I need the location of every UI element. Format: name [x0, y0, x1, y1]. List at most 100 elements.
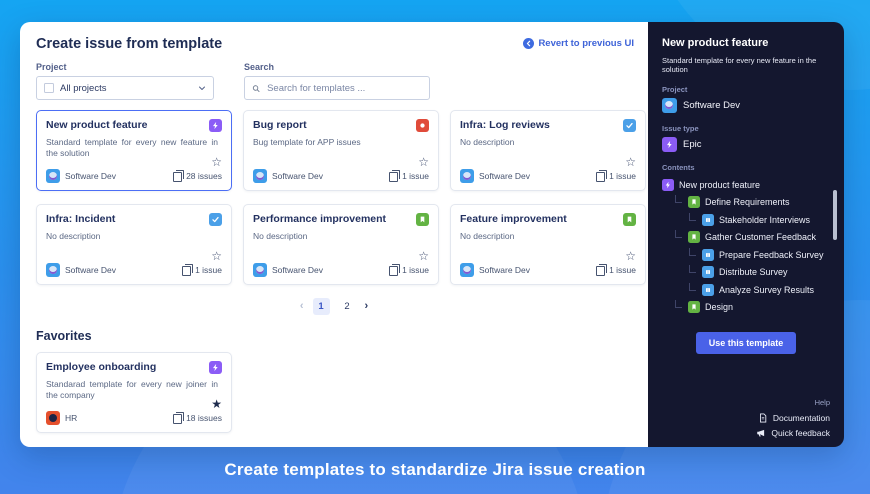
- card-issue-count-label: 18 issues: [186, 413, 222, 423]
- pagination-page-2[interactable]: 2: [344, 301, 350, 312]
- card-project: Software Dev: [460, 263, 530, 277]
- card-project: Software Dev: [46, 263, 116, 277]
- filter-bar: Project All projects Search: [36, 62, 634, 100]
- tree-connector-icon: [689, 212, 696, 221]
- detail-project-name: Software Dev: [683, 100, 741, 111]
- card-issue-count: 1 issue: [596, 264, 636, 276]
- template-card[interactable]: Feature improvement No description ☆ Sof…: [450, 204, 646, 285]
- search-input[interactable]: [265, 81, 422, 95]
- issues-icon: [596, 264, 608, 276]
- template-card[interactable]: Infra: Incident No description ☆ Softwar…: [36, 204, 232, 285]
- card-project-name: Software Dev: [272, 171, 324, 181]
- tree-item[interactable]: Distribute Survey: [689, 264, 830, 282]
- card-issue-count: 1 issue: [389, 264, 429, 276]
- template-card-grid: New product feature Standard template fo…: [36, 110, 646, 285]
- search-box: [244, 76, 430, 100]
- card-description: Standarad template for every new joiner …: [46, 379, 218, 401]
- tree-item[interactable]: New product feature: [662, 176, 830, 194]
- favorite-star-icon[interactable]: ★: [211, 397, 222, 411]
- tree-connector-icon: [689, 282, 696, 291]
- template-card[interactable]: Bug report Bug template for APP issues ☆…: [243, 110, 439, 191]
- card-issue-count-label: 1 issue: [402, 265, 429, 275]
- card-project: HR: [46, 411, 77, 425]
- contents-label: Contents: [662, 163, 695, 172]
- tree-item[interactable]: Gather Customer Feedback: [675, 229, 830, 247]
- pagination-prev-icon[interactable]: ‹: [299, 300, 304, 312]
- card-header: New product feature: [46, 119, 222, 132]
- epic-icon: [662, 137, 677, 152]
- tree-item-label: Distribute Survey: [719, 267, 788, 278]
- pagination-page-1[interactable]: 1: [312, 298, 330, 315]
- revert-to-previous-ui-link[interactable]: Revert to previous UI: [523, 38, 634, 49]
- tree-item[interactable]: Define Requirements: [675, 194, 830, 212]
- favorite-star-icon[interactable]: ☆: [418, 155, 429, 169]
- template-card[interactable]: New product feature Standard template fo…: [36, 110, 232, 191]
- card-issue-count-label: 1 issue: [609, 171, 636, 181]
- tree-connector-icon: [675, 230, 682, 239]
- pagination-next-icon[interactable]: ›: [364, 300, 369, 312]
- card-title: New product feature: [46, 119, 148, 131]
- use-template-button[interactable]: Use this template: [695, 332, 797, 354]
- detail-issue-type-value: Epic: [683, 139, 702, 150]
- card-footer: Software Dev 1 issue: [253, 263, 429, 277]
- project-select[interactable]: All projects: [36, 76, 214, 100]
- card-issue-count: 1 issue: [389, 170, 429, 182]
- revert-arrow-icon: [523, 38, 535, 49]
- main-window: Create issue from template Revert to pre…: [20, 22, 844, 447]
- tree-item-label: Stakeholder Interviews: [719, 214, 811, 225]
- tree-item-label: Analyze Survey Results: [719, 284, 815, 295]
- card-project: Software Dev: [253, 169, 323, 183]
- tree-item[interactable]: Analyze Survey Results: [689, 281, 830, 299]
- tree-item-label: Design: [705, 302, 734, 313]
- task-icon: [623, 119, 636, 132]
- story-icon: [623, 213, 636, 226]
- revert-label: Revert to previous UI: [538, 38, 634, 49]
- tree-item-label: Prepare Feedback Survey: [719, 249, 824, 260]
- search-label: Search: [244, 62, 275, 72]
- project-avatar: [46, 263, 60, 277]
- favorite-star-icon[interactable]: ☆: [211, 155, 222, 169]
- card-description: Bug template for APP issues: [253, 137, 361, 147]
- page-title: Create issue from template: [36, 36, 223, 52]
- card-title: Performance improvement: [253, 213, 387, 225]
- template-card[interactable]: Infra: Log reviews No description ☆ Soft…: [450, 110, 646, 191]
- subtask-icon: [702, 266, 714, 279]
- project-label: Project: [36, 62, 67, 72]
- card-description: No description: [460, 137, 515, 147]
- tree-connector-icon: [689, 247, 696, 256]
- subtask-icon: [702, 248, 714, 261]
- chevron-down-icon: [199, 86, 205, 90]
- scrollbar-thumb[interactable]: [833, 190, 837, 240]
- favorite-star-icon[interactable]: ☆: [211, 249, 222, 263]
- pagination: ‹ 1 2 ›: [34, 298, 634, 315]
- card-description: No description: [460, 231, 515, 241]
- card-issue-count: 28 issues: [173, 170, 222, 182]
- card-title: Infra: Incident: [46, 213, 116, 225]
- tree-item[interactable]: Stakeholder Interviews: [689, 211, 830, 229]
- help-links: Help Documentation Quick feedback: [756, 398, 830, 438]
- tree-item[interactable]: Prepare Feedback Survey: [689, 246, 830, 264]
- issues-icon: [182, 264, 194, 276]
- template-card[interactable]: Performance improvement No description ☆…: [243, 204, 439, 285]
- detail-panel: New product feature Standard template fo…: [648, 22, 844, 447]
- issues-icon: [173, 412, 185, 424]
- card-issue-count: 1 issue: [182, 264, 222, 276]
- bug-icon: [416, 119, 429, 132]
- favorite-star-icon[interactable]: ☆: [625, 249, 636, 263]
- card-header: Infra: Log reviews: [460, 119, 636, 132]
- favorite-star-icon[interactable]: ☆: [625, 155, 636, 169]
- card-description: No description: [46, 231, 101, 241]
- quick-feedback-link[interactable]: Quick feedback: [756, 428, 830, 438]
- card-header: Infra: Incident: [46, 213, 222, 226]
- favorite-star-icon[interactable]: ☆: [418, 249, 429, 263]
- card-header: Performance improvement: [253, 213, 429, 226]
- marketing-caption: Create templates to standardize Jira iss…: [224, 460, 646, 479]
- card-project-name: Software Dev: [272, 265, 324, 275]
- card-issue-count: 18 issues: [173, 412, 222, 424]
- template-card[interactable]: Employee onboarding Standarad template f…: [36, 352, 232, 433]
- tree-item[interactable]: Design: [675, 299, 830, 317]
- card-header: Employee onboarding: [46, 361, 222, 374]
- documentation-link[interactable]: Documentation: [756, 413, 830, 423]
- card-footer: Software Dev 1 issue: [460, 263, 636, 277]
- detail-description: Standard template for every new feature …: [662, 56, 817, 74]
